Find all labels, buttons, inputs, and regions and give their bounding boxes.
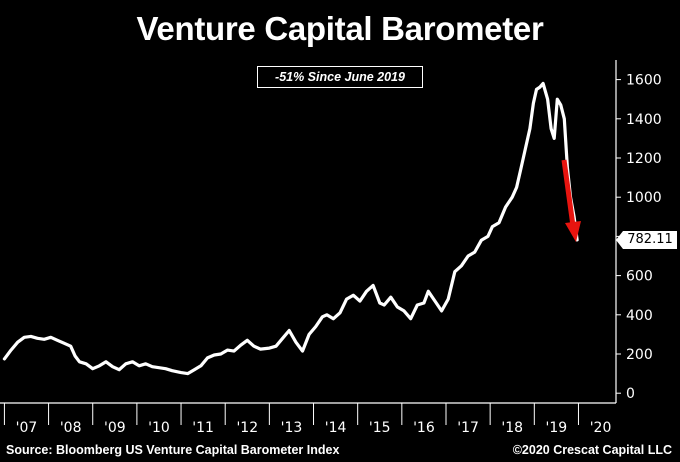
x-tick-label: '10 [148,420,170,436]
x-tick-label: '11 [192,420,214,436]
red-down-arrow-icon [561,159,581,242]
x-axis-ticks: '07 '08 '09 '10 '11 '12 '13 '14 '15 '16 '17 '18 '19 '… [3,403,612,436]
y-tick-label: 0 [626,386,635,402]
y-tick-label: 200 [626,347,653,363]
y-tick-label: 1400 [626,112,662,128]
x-tick-label: '17 [457,420,479,436]
last-value-label: 782.11 [623,231,677,249]
y-tick-label: 1200 [626,151,662,167]
x-tick-label: '20 [590,420,612,436]
x-tick-label: '13 [281,420,303,436]
y-axis-ticks: 02004006008001000120014001600 [616,73,662,402]
barometer-line [2,81,579,376]
y-tick-label: 600 [626,269,653,285]
x-tick-label: '07 [16,420,38,436]
y-tick-label: 400 [626,308,653,324]
x-tick-label: '09 [104,420,126,436]
x-tick-label: '12 [236,420,258,436]
x-tick-label: '16 [413,420,435,436]
y-tick-label: 1000 [626,190,662,206]
x-tick-label: '08 [60,420,82,436]
source-note: Source: Bloomberg US Venture Capital Bar… [6,443,340,457]
x-tick-label: '14 [325,420,347,436]
x-tick-label: '18 [501,420,523,436]
y-tick-label: 1600 [626,73,662,89]
x-tick-label: '15 [369,420,391,436]
decline-annotation: -51% Since June 2019 [257,66,423,88]
copyright-note: ©2020 Crescat Capital LLC [512,443,672,457]
last-value-pointer [616,231,623,249]
chart-title: Venture Capital Barometer [136,10,544,47]
x-tick-label: '19 [546,420,568,436]
